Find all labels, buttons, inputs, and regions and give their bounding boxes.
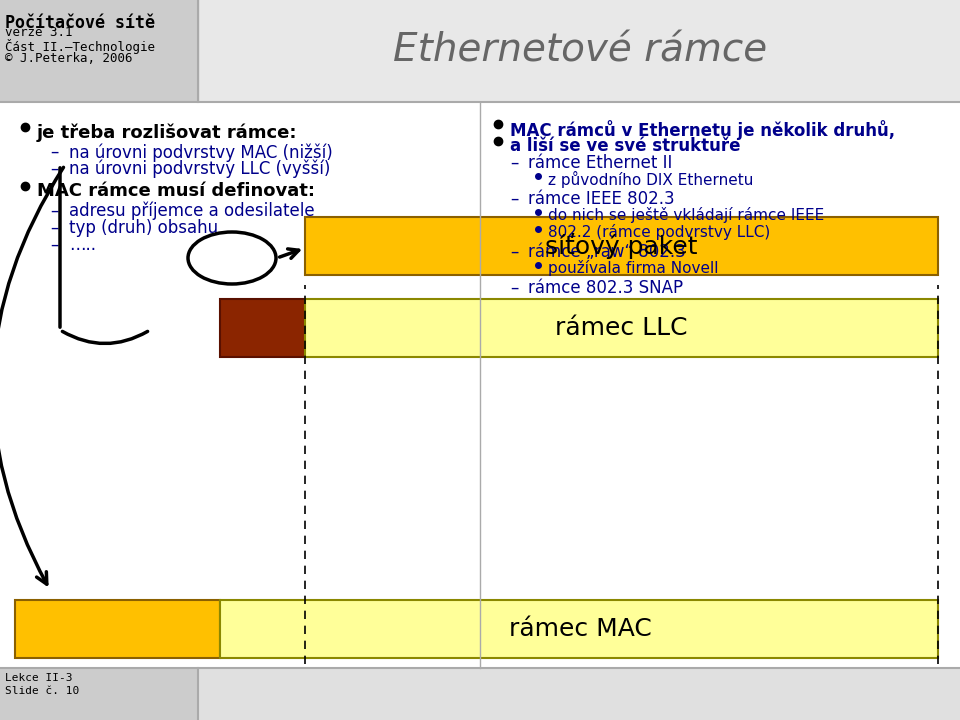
- Text: Počítačové sítě: Počítačové sítě: [5, 14, 155, 32]
- Text: na úrovni podvrstvy LLC (vyšší): na úrovni podvrstvy LLC (vyšší): [69, 160, 330, 179]
- Text: verze 3.1: verze 3.1: [5, 26, 73, 39]
- Text: je třeba rozlišovat rámce:: je třeba rozlišovat rámce:: [37, 123, 298, 142]
- Bar: [0, 668, 198, 720]
- FancyArrowPatch shape: [279, 249, 299, 258]
- Text: Ethernetové rámce: Ethernetové rámce: [393, 32, 767, 70]
- Text: © J.Peterka, 2006: © J.Peterka, 2006: [5, 52, 132, 65]
- Text: Lekce II-3: Lekce II-3: [5, 673, 73, 683]
- Bar: [15, 600, 220, 658]
- Text: a liší se ve své struktuře: a liší se ve své struktuře: [510, 137, 740, 155]
- FancyArrowPatch shape: [62, 331, 148, 343]
- Text: používala firma Novell: používala firma Novell: [548, 260, 718, 276]
- Text: rámce „raw“ 802.3: rámce „raw“ 802.3: [528, 243, 685, 261]
- Bar: [200, 0, 960, 102]
- Text: na úrovni podvrstvy MAC (nižší): na úrovni podvrstvy MAC (nižší): [69, 143, 333, 161]
- Text: –: –: [510, 243, 518, 261]
- Text: rámce 802.3 SNAP: rámce 802.3 SNAP: [528, 279, 684, 297]
- Text: –: –: [50, 236, 59, 254]
- Text: Slide č. 10: Slide č. 10: [5, 686, 80, 696]
- Text: –: –: [510, 279, 518, 297]
- FancyArrowPatch shape: [0, 167, 63, 584]
- Text: rámec LLC: rámec LLC: [555, 316, 687, 340]
- Text: MAC rámců v Ethernetu je několik druhů,: MAC rámců v Ethernetu je několik druhů,: [510, 120, 895, 140]
- Text: rámec MAC: rámec MAC: [509, 617, 652, 641]
- Text: Část II.–Technologie: Část II.–Technologie: [5, 39, 155, 54]
- Bar: [220, 299, 305, 357]
- Bar: [0, 102, 960, 668]
- Text: do nich se ještě vkládají rámce IEEE: do nich se ještě vkládají rámce IEEE: [548, 207, 825, 223]
- Text: –: –: [50, 160, 59, 178]
- Text: síťový paket: síťový paket: [544, 233, 697, 259]
- Text: –: –: [510, 154, 518, 172]
- Text: MAC rámce musí definovat:: MAC rámce musí definovat:: [37, 182, 315, 200]
- Text: –: –: [50, 219, 59, 237]
- Text: 802.2 (rámce podvrstvy LLC): 802.2 (rámce podvrstvy LLC): [548, 224, 770, 240]
- Text: rámce Ethernet II: rámce Ethernet II: [528, 154, 672, 172]
- Text: typ (druh) obsahu: typ (druh) obsahu: [69, 219, 218, 237]
- Text: –: –: [510, 190, 518, 208]
- Bar: [220, 600, 938, 658]
- Bar: [305, 217, 938, 275]
- Text: –: –: [50, 202, 59, 220]
- Text: z původního DIX Ethernetu: z původního DIX Ethernetu: [548, 171, 754, 188]
- Text: adresu příjemce a odesilatele: adresu příjemce a odesilatele: [69, 202, 315, 220]
- Text: rámce IEEE 802.3: rámce IEEE 802.3: [528, 190, 675, 208]
- Text: …..: …..: [69, 236, 96, 254]
- Text: –: –: [50, 143, 59, 161]
- Bar: [305, 299, 938, 357]
- Bar: [0, 0, 198, 102]
